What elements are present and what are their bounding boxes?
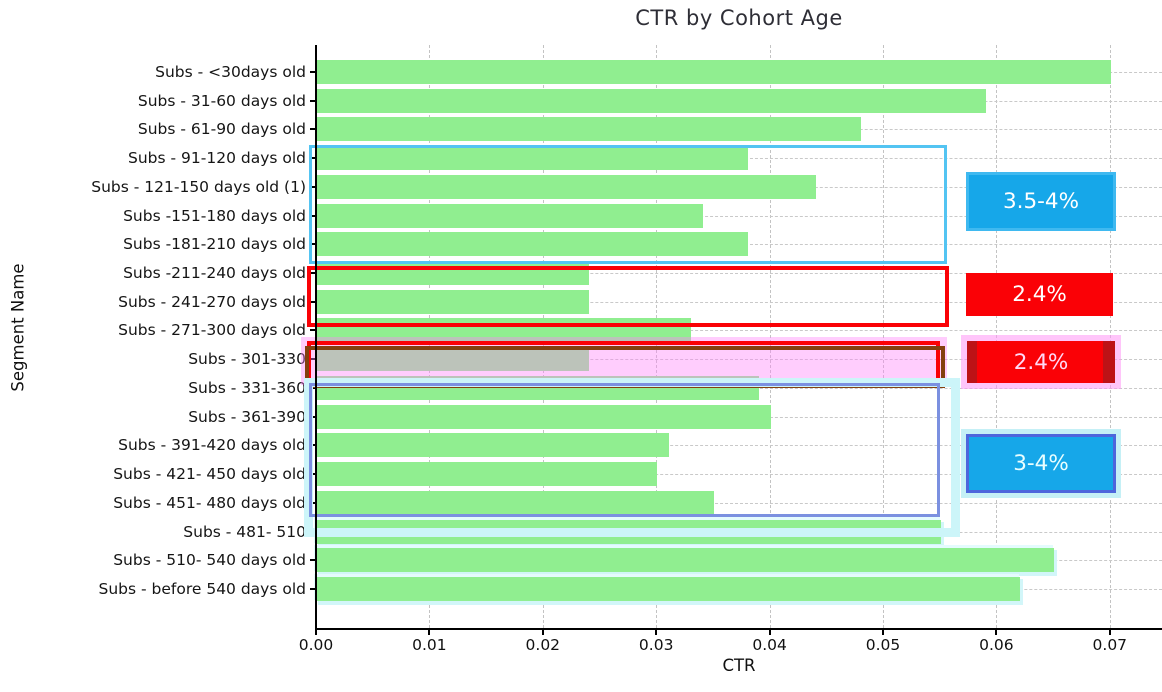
- highlight-glow-pink-301-330: [301, 337, 947, 385]
- y-category-label: Subs - 241-270 days old: [118, 292, 306, 311]
- y-category-label: Subs - 451- 480 days old: [113, 493, 306, 512]
- y-category-label: Subs - 61-90 days old: [137, 120, 306, 139]
- y-tick-mark: [310, 214, 315, 217]
- chart-title: CTR by Cohort Age: [635, 6, 843, 30]
- vertical-gridline: [769, 45, 771, 628]
- horizontal-gridline: [316, 273, 1162, 275]
- y-category-label: Subs - 271-300 days old: [118, 321, 306, 340]
- y-category-label: Subs - 510- 540 days old: [113, 551, 306, 570]
- bar-segment: [317, 576, 1021, 601]
- x-tick-label: 0.05: [865, 636, 901, 654]
- bar-segment: [317, 117, 862, 142]
- x-tick-label: 0.02: [525, 636, 561, 654]
- y-tick-mark: [310, 128, 315, 131]
- vertical-gridline: [883, 45, 884, 628]
- y-category-label: Subs - 481- 510: [183, 522, 306, 541]
- vertical-gridline: [996, 45, 998, 628]
- y-tick-mark: [310, 185, 315, 188]
- y-tick-mark: [310, 71, 315, 73]
- horizontal-gridline: [316, 502, 1162, 504]
- y-tick-mark: [310, 300, 315, 303]
- callout-2.4pct-a: 2.4%: [966, 273, 1113, 316]
- y-category-label: Subs - 331-360: [188, 378, 306, 397]
- vertical-gridline: [1109, 45, 1111, 628]
- bar-segment: [317, 261, 590, 286]
- bar-segment: [317, 203, 703, 228]
- y-category-label: Subs - 31-60 days old: [137, 91, 306, 110]
- highlight-box-blue-331-480: [309, 383, 940, 517]
- bar-segment: [317, 548, 1055, 573]
- horizontal-gridline: [316, 445, 1162, 447]
- callout-3-4pct: 3-4%: [966, 434, 1116, 493]
- y-category-label: Subs -151-180 days old: [123, 206, 306, 225]
- y-category-label: Subs - 421- 450 days old: [113, 465, 306, 484]
- y-category-label: Subs -181-210 days old: [123, 235, 306, 254]
- y-tick-mark: [310, 99, 315, 102]
- bar-segment: [317, 174, 816, 199]
- callout-3.5-4pct: 3.5-4%: [966, 172, 1116, 231]
- y-tick-mark: [310, 243, 315, 246]
- y-tick-mark: [310, 559, 315, 562]
- bar-segment: [317, 88, 987, 113]
- bar-segment: [317, 318, 692, 343]
- y-category-label: Subs -211-240 days old: [123, 264, 306, 283]
- horizontal-gridline: [316, 301, 1162, 303]
- y-tick-mark: [310, 272, 315, 275]
- highlight-glow-cyan-331-480: [304, 378, 960, 537]
- callout-2.4pct-b: 2.4%: [967, 341, 1115, 383]
- x-tick-label: 0.04: [752, 636, 787, 654]
- highlight-box-blue-91-210: [309, 145, 947, 264]
- x-tick-label: 0.06: [979, 636, 1014, 654]
- bar-segment: [317, 347, 590, 372]
- x-tick-mark: [315, 630, 317, 635]
- x-tick-label: 0.01: [412, 636, 447, 654]
- y-category-label: Subs - 391-420 days old: [118, 436, 306, 455]
- x-tick-label: 0.03: [638, 636, 674, 654]
- y-category-label: Subs - before 540 days old: [98, 579, 307, 598]
- bar-segment: [317, 490, 714, 515]
- y-tick-mark: [310, 329, 315, 332]
- horizontal-gridline: [316, 215, 1162, 217]
- x-axis-title: CTR: [722, 656, 756, 675]
- y-tick-mark: [310, 587, 315, 590]
- x-tick-mark: [428, 630, 431, 635]
- y-category-label: Subs - 301-330: [188, 350, 306, 369]
- bar-segment: [317, 289, 590, 314]
- y-tick-mark: [310, 157, 315, 160]
- horizontal-gridline: [316, 330, 1162, 332]
- x-tick-label: 0.00: [298, 636, 334, 654]
- x-tick-mark: [882, 630, 884, 635]
- y-tick-mark: [310, 358, 315, 361]
- highlight-box-red-211-270: [307, 266, 949, 327]
- y-category-label: Subs - <30days old: [155, 63, 306, 81]
- bar-segment: [317, 462, 658, 487]
- x-tick-mark: [541, 630, 544, 635]
- x-tick-mark: [655, 630, 658, 635]
- bar-segment: [317, 146, 748, 171]
- x-tick-mark: [768, 630, 771, 635]
- horizontal-gridline: [316, 359, 1162, 361]
- bar-segment: [317, 404, 771, 429]
- bar-segment: [317, 232, 748, 257]
- y-category-label: Subs - 121-150 days old (1): [91, 177, 306, 196]
- y-axis-spine: [315, 45, 317, 628]
- x-tick-mark: [1108, 630, 1111, 635]
- x-tick-mark: [995, 630, 998, 635]
- y-category-label: Subs - 91-120 days old: [128, 149, 306, 168]
- x-axis-spine: [315, 628, 1162, 630]
- y-category-label: Subs - 361-390: [188, 407, 306, 426]
- bar-segment: [317, 60, 1111, 84]
- bar-segment: [317, 433, 669, 458]
- horizontal-gridline: [316, 474, 1162, 476]
- x-tick-label: 0.07: [1092, 636, 1128, 654]
